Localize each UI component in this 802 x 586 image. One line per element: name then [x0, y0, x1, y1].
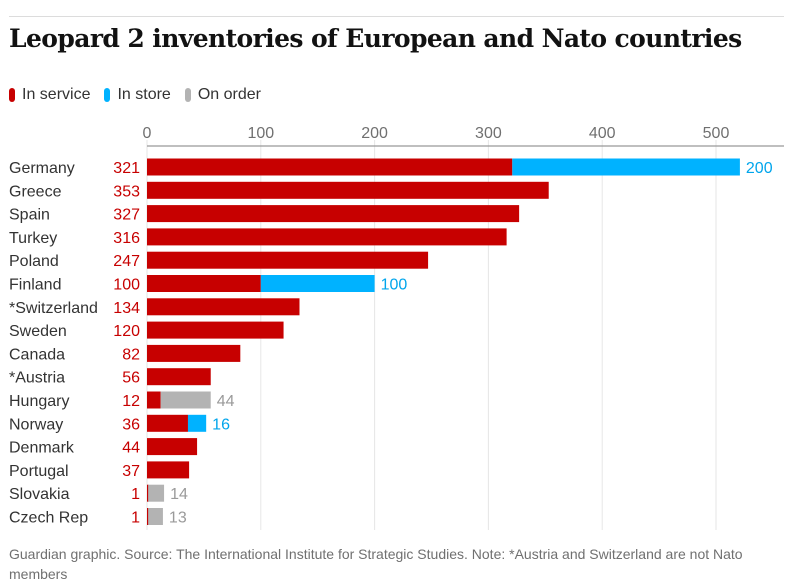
bar-in-store-germany: [512, 158, 740, 176]
bar-in-service-spain: [147, 205, 520, 223]
legend-label-in-store: In store: [117, 86, 171, 103]
legend-swatch-in-service: [9, 88, 15, 102]
top-rule: [9, 16, 784, 17]
data-label-in-service-austria: 56: [122, 370, 140, 387]
data-label-on-order-slovakia: 14: [170, 486, 188, 503]
data-label-in-service-norway: 36: [122, 416, 140, 433]
category-label-finland: Finland: [9, 277, 61, 294]
legend-swatch-on-order: [184, 88, 191, 102]
bar-in-service-greece: [147, 181, 549, 199]
bar-in-service-canada: [147, 344, 241, 362]
data-label-in-service-germany: 321: [113, 160, 140, 177]
data-label-in-service-czech-rep: 1: [131, 510, 140, 527]
bar-on-order-czech-rep: [148, 508, 163, 525]
bar-in-service-norway: [147, 414, 188, 432]
data-label-in-store-finland: 100: [381, 277, 408, 294]
x-tick-label-200: 200: [361, 125, 388, 142]
source-note: Guardian graphic. Source: The Internatio…: [9, 546, 743, 582]
x-tick-label-0: 0: [143, 125, 152, 142]
legend-swatch-in-store: [104, 88, 111, 102]
category-label-canada: Canada: [9, 346, 65, 363]
x-tick-label-500: 500: [703, 125, 730, 142]
bar-in-service-switzerland: [147, 298, 300, 316]
bar-in-service-germany: [147, 158, 513, 176]
bar-in-service-czech-rep: [147, 508, 149, 525]
data-label-in-service-canada: 82: [122, 346, 140, 363]
data-label-in-store-norway: 16: [212, 416, 230, 433]
bar-in-service-slovakia: [147, 484, 149, 502]
legend-label-on-order: On order: [197, 86, 261, 103]
data-label-on-order-czech-rep: 13: [169, 510, 187, 527]
data-label-in-store-germany: 200: [746, 160, 773, 177]
bar-in-service-sweden: [147, 321, 284, 339]
category-label-portugal: Portugal: [9, 463, 69, 480]
data-label-in-service-greece: 353: [113, 183, 140, 200]
data-label-in-service-poland: 247: [113, 253, 140, 270]
data-label-in-service-finland: 100: [113, 277, 140, 294]
legend-item-in-store: In store: [104, 86, 171, 104]
chart-title: Leopard 2 inventories of European and Na…: [9, 24, 742, 53]
data-label-on-order-hungary: 44: [217, 393, 235, 410]
bar-on-order-hungary: [160, 391, 211, 409]
bar-in-service-finland: [147, 275, 261, 292]
bar-in-service-hungary: [147, 391, 161, 409]
category-label-switzerland: *Switzerland: [9, 300, 98, 317]
category-label-turkey: Turkey: [9, 230, 57, 247]
category-label-hungary: Hungary: [9, 393, 69, 410]
category-label-poland: Poland: [9, 253, 59, 270]
bar-in-store-finland: [260, 275, 375, 292]
bar-in-service-turkey: [147, 228, 507, 246]
x-tick-label-300: 300: [475, 125, 502, 142]
data-label-in-service-sweden: 120: [113, 323, 140, 340]
bar-in-service-portugal: [147, 461, 190, 479]
category-label-denmark: Denmark: [9, 440, 75, 457]
legend-item-in-service: In service: [9, 86, 90, 104]
bar-in-service-denmark: [147, 438, 198, 456]
x-tick-label-400: 400: [589, 125, 616, 142]
legend-item-on-order: On order: [184, 86, 261, 104]
category-label-slovakia: Slovakia: [9, 486, 70, 503]
data-label-in-service-slovakia: 1: [131, 486, 140, 503]
bar-in-service-poland: [147, 251, 429, 269]
category-label-austria: *Austria: [9, 370, 65, 387]
data-label-in-service-portugal: 37: [122, 463, 140, 480]
data-label-in-service-hungary: 12: [122, 393, 140, 410]
data-label-in-service-spain: 327: [113, 207, 140, 224]
legend: In service In store On order: [9, 86, 275, 104]
bar-on-order-slovakia: [148, 484, 165, 502]
category-label-spain: Spain: [9, 207, 50, 224]
category-label-norway: Norway: [9, 416, 63, 433]
bar-in-store-norway: [187, 414, 207, 432]
category-label-sweden: Sweden: [9, 323, 67, 340]
data-label-in-service-turkey: 316: [113, 230, 140, 247]
data-label-in-service-denmark: 44: [122, 440, 140, 457]
category-label-germany: Germany: [9, 160, 75, 177]
x-tick-label-100: 100: [247, 125, 274, 142]
legend-label-in-service: In service: [22, 86, 91, 103]
category-label-greece: Greece: [9, 183, 62, 200]
category-label-czech-rep: Czech Rep: [9, 510, 88, 527]
data-label-in-service-switzerland: 134: [113, 300, 140, 317]
bar-in-service-austria: [147, 368, 211, 386]
